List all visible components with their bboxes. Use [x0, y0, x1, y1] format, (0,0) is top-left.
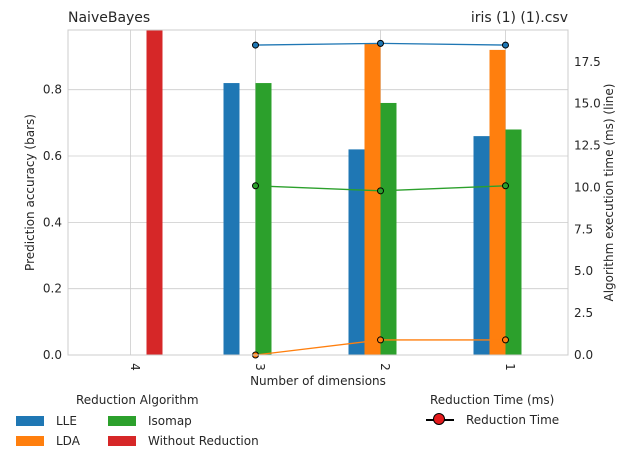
legend-line-marker — [426, 413, 454, 427]
bar-without-reduction — [146, 30, 163, 355]
bar-isomap — [380, 102, 397, 355]
point-isomap — [502, 182, 509, 190]
y-tick-label: 0.6 — [43, 149, 62, 163]
legend-label-without-reduction: Without Reduction — [148, 434, 259, 448]
legend-item-isomap: Isomap — [108, 414, 192, 428]
y2-tick-label: 0.0 — [574, 348, 593, 362]
legend-reduction-title: Reduction Algorithm — [76, 393, 199, 407]
legend-swatch-lda — [16, 436, 44, 446]
y-tick-label: 0.2 — [43, 282, 62, 296]
legend-swatch-lle — [16, 416, 44, 426]
point-lle — [252, 41, 259, 49]
bar-lle — [348, 149, 365, 355]
x-tick-label: 4 — [128, 363, 142, 371]
x-tick-label: 2 — [378, 363, 392, 371]
y-tick-label: 0.4 — [43, 215, 62, 229]
point-isomap — [377, 187, 384, 195]
legend-label-reduction-time: Reduction Time — [466, 413, 560, 427]
y2-tick-label: 12.5 — [574, 139, 601, 153]
point-lle — [377, 39, 384, 47]
y2-tick-label: 2.5 — [574, 306, 593, 320]
y2-tick-label: 17.5 — [574, 55, 601, 69]
y-tick-label: 0.8 — [43, 83, 62, 97]
x-tick-label: 3 — [253, 363, 267, 371]
legend-item-without-reduction: Without Reduction — [108, 434, 259, 448]
legend-label-isomap: Isomap — [148, 414, 192, 428]
y2-tick-label: 10.0 — [574, 180, 601, 194]
bar-isomap — [505, 129, 522, 355]
y2-tick-label: 5.0 — [574, 264, 593, 278]
legend-time-title: Reduction Time (ms) — [430, 393, 555, 407]
legend-swatch-isomap — [108, 416, 136, 426]
chart-title-left: NaiveBayes — [68, 10, 150, 26]
y-axis-label: Prediction accuracy (bars) — [23, 114, 37, 271]
y2-tick-label: 15.0 — [574, 97, 601, 111]
bar-lda — [489, 49, 506, 356]
x-axis-label: Number of dimensions — [250, 374, 386, 388]
point-lle — [502, 41, 509, 49]
y2-axis-label: Algorithm execution time (ms) (line) — [602, 84, 616, 302]
bar-lda — [364, 43, 381, 355]
y2-tick-label: 7.5 — [574, 222, 593, 236]
y-tick-label: 0.0 — [43, 348, 62, 362]
bar-isomap — [255, 83, 272, 356]
legend-item-lda: LDA — [16, 434, 80, 448]
legend-label-lle: LLE — [56, 414, 77, 428]
plot-frame — [67, 29, 569, 356]
point-isomap — [252, 182, 259, 190]
legend-item-reduction-time: Reduction Time — [426, 413, 559, 427]
legend-swatch-without-reduction — [108, 436, 136, 446]
legend-item-lle: LLE — [16, 414, 77, 428]
bar-lle — [223, 83, 240, 356]
x-tick-label: 1 — [503, 363, 517, 371]
bar-lle — [473, 136, 490, 355]
point-lda — [377, 336, 384, 344]
legend-label-lda: LDA — [56, 434, 80, 448]
point-lda — [502, 336, 509, 344]
chart-title-right: iris (1) (1).csv — [471, 10, 568, 26]
